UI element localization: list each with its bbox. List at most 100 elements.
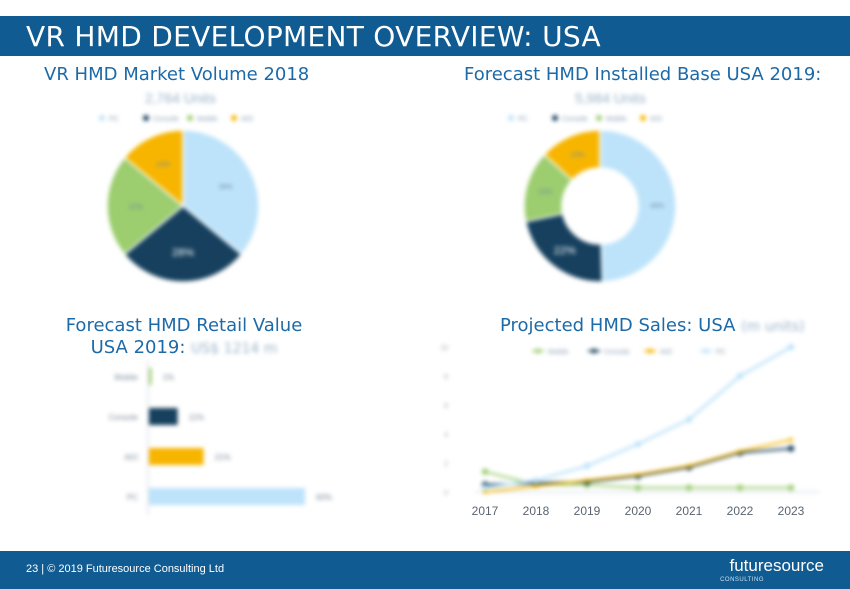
retail-value-bar-label-pc: 60% — [316, 493, 332, 502]
installed-base-legend-marker-pc — [508, 115, 514, 121]
installed-base-slice-label-console: 22% — [554, 245, 576, 257]
sales-y-tick-8: 8 — [444, 374, 448, 381]
sales-x-tick-2021: 2021 — [676, 504, 703, 518]
sales-point-aio-2018 — [534, 484, 538, 489]
market-volume-legend-label-console: Console — [153, 116, 179, 123]
sales-point-aio-2017 — [483, 490, 487, 494]
sales-y-tick-10: 10 — [440, 345, 448, 352]
retail-value-bar-console — [149, 408, 178, 425]
sales-y-tick-0: 0 — [444, 490, 448, 497]
market-volume-legend-marker-aio — [231, 115, 237, 121]
sales-legend-marker-console — [591, 348, 597, 354]
sales-series-line-console — [484, 447, 792, 486]
market-volume-legend-label-aio: AIO — [241, 116, 254, 123]
footer: 23 | © 2019 Futuresource Consulting Ltd … — [0, 551, 850, 589]
retail-value-category-console: Console — [109, 413, 139, 422]
market-volume-slice-aio — [123, 129, 184, 208]
sales-title-text: Projected HMD Sales: USA — [500, 315, 736, 336]
retail-value-bar-label-aio: 21% — [215, 453, 231, 462]
sales-legend-label-aio: AIO — [660, 349, 673, 356]
installed-base-legend-label-console: Console — [562, 116, 588, 123]
sales-point-pc-2023 — [787, 343, 795, 351]
installed-base-legend-marker-aio — [640, 115, 646, 121]
sales-legend-label-console: Console — [604, 349, 630, 356]
market-volume-legend-marker-console — [143, 115, 149, 121]
sales-legend-marker-aio — [647, 348, 653, 354]
sales-point-pc-2021 — [685, 416, 693, 423]
sales-point-pc-2019 — [583, 462, 591, 470]
installed-base-subtitle: 5,984 Units — [575, 90, 646, 106]
sales-point-pc-2018 — [532, 477, 540, 484]
installed-base-legend-marker-mobile — [596, 115, 602, 121]
market-volume-slice-label-pc: 36% — [219, 184, 233, 191]
installed-base-slice-label-aio: 13% — [570, 152, 584, 159]
retail-value-title: Forecast HMD Retail Value USA 2019: US$ … — [54, 315, 314, 360]
market-volume-title: VR HMD Market Volume 2018 — [44, 64, 310, 85]
installed-base-donut-chart: PC Console Mobile AIO 49% 22% 15% 13% — [508, 115, 677, 283]
market-volume-legend-label-pc: PC — [109, 116, 119, 123]
sales-point-aio-2019 — [585, 478, 589, 483]
sales-point-mobile-2017 — [481, 468, 489, 475]
installed-base-legend-label-mobile: Mobile — [606, 116, 627, 123]
sales-y-tick-4: 4 — [444, 432, 448, 439]
sales-title: Projected HMD Sales: USA (m units) — [500, 315, 805, 336]
sales-legend-label-mobile: Mobile — [548, 349, 569, 356]
sales-point-console-2023 — [787, 445, 795, 452]
sales-point-mobile-2023 — [787, 484, 795, 491]
sales-point-pc-2022 — [736, 372, 744, 380]
sales-x-tick-2017: 2017 — [472, 504, 499, 518]
market-volume-slice-label-console: 28% — [172, 247, 194, 259]
market-volume-legend-marker-pc — [99, 115, 105, 121]
sales-point-aio-2023 — [789, 437, 793, 442]
market-volume-slice-label-mobile: 22% — [129, 204, 143, 211]
sales-point-mobile-2022 — [736, 484, 744, 491]
sales-legend-marker-mobile — [535, 348, 541, 354]
page-title: VR HMD DEVELOPMENT OVERVIEW: USA — [26, 20, 601, 53]
sales-x-tick-2022: 2022 — [727, 504, 754, 518]
company-logo-sub: CONSULTING — [720, 577, 764, 583]
sales-x-tick-2018: 2018 — [523, 504, 550, 518]
sales-x-tick-2020: 2020 — [625, 504, 652, 518]
sales-chart-plot-area: 0 2 4 6 8 10 Mobile Console AIO PC — [440, 343, 819, 497]
sales-point-pc-2020 — [634, 440, 642, 448]
retail-value-bar-label-mobile: 1% — [163, 373, 175, 382]
sales-y-tick-6: 6 — [444, 403, 448, 410]
sales-point-aio-2021 — [687, 463, 691, 468]
market-volume-slice-console — [123, 205, 243, 283]
retail-value-bar-chart: Mobile 1% Console 11% AIO 21% PC 60% — [109, 360, 332, 515]
sales-point-aio-2020 — [636, 472, 640, 477]
sales-legend-marker-pc — [703, 348, 709, 354]
installed-base-legend-marker-console — [552, 115, 558, 121]
sales-point-pc-2017 — [481, 484, 489, 491]
retail-value-category-mobile: Mobile — [114, 373, 138, 382]
sales-y-tick-2: 2 — [444, 461, 448, 468]
market-volume-pie-chart: PC Console Mobile AIO 36% 28% 22% 14% — [99, 115, 260, 283]
market-volume-subtitle: 2,764 Units — [145, 90, 216, 106]
retail-value-bar-aio — [149, 448, 204, 465]
sales-point-aio-2022 — [738, 449, 742, 454]
retail-value-bar-pc — [149, 488, 305, 505]
installed-base-slice-label-mobile: 15% — [538, 189, 552, 196]
market-volume-slice-mobile — [106, 156, 185, 256]
installed-base-title: Forecast HMD Installed Base USA 2019: — [464, 64, 822, 85]
installed-base-slice-pc — [599, 129, 677, 283]
sales-legend-label-pc: PC — [716, 349, 726, 356]
sales-line-chart: 0 2 4 6 8 10 Mobile Console AIO PC 2017 2018 2019 202… — [440, 343, 819, 518]
installed-base-legend-label-aio: AIO — [650, 116, 663, 123]
title-bar: VR HMD DEVELOPMENT OVERVIEW: USA — [0, 16, 850, 56]
sales-x-tick-2019: 2019 — [574, 504, 601, 518]
company-logo: futuresource — [729, 556, 825, 575]
market-volume-slice-label-aio: 14% — [156, 161, 170, 168]
market-volume-legend-label-mobile: Mobile — [197, 116, 218, 123]
retail-value-bar-mobile — [149, 368, 152, 385]
market-volume-slice-pc — [182, 129, 260, 256]
retail-value-bar-label-console: 11% — [189, 413, 204, 422]
retail-value-category-pc: PC — [127, 493, 138, 502]
retail-value-title-text: Forecast HMD Retail Value USA 2019: — [65, 315, 303, 358]
sales-series-line-pc — [484, 345, 792, 489]
sales-point-mobile-2020 — [634, 484, 642, 491]
sales-point-mobile-2021 — [685, 484, 693, 491]
installed-base-legend-label-pc: PC — [518, 116, 528, 123]
sales-x-tick-2023: 2023 — [778, 504, 805, 518]
retail-value-subtitle: US$ 1214 m — [191, 341, 278, 357]
